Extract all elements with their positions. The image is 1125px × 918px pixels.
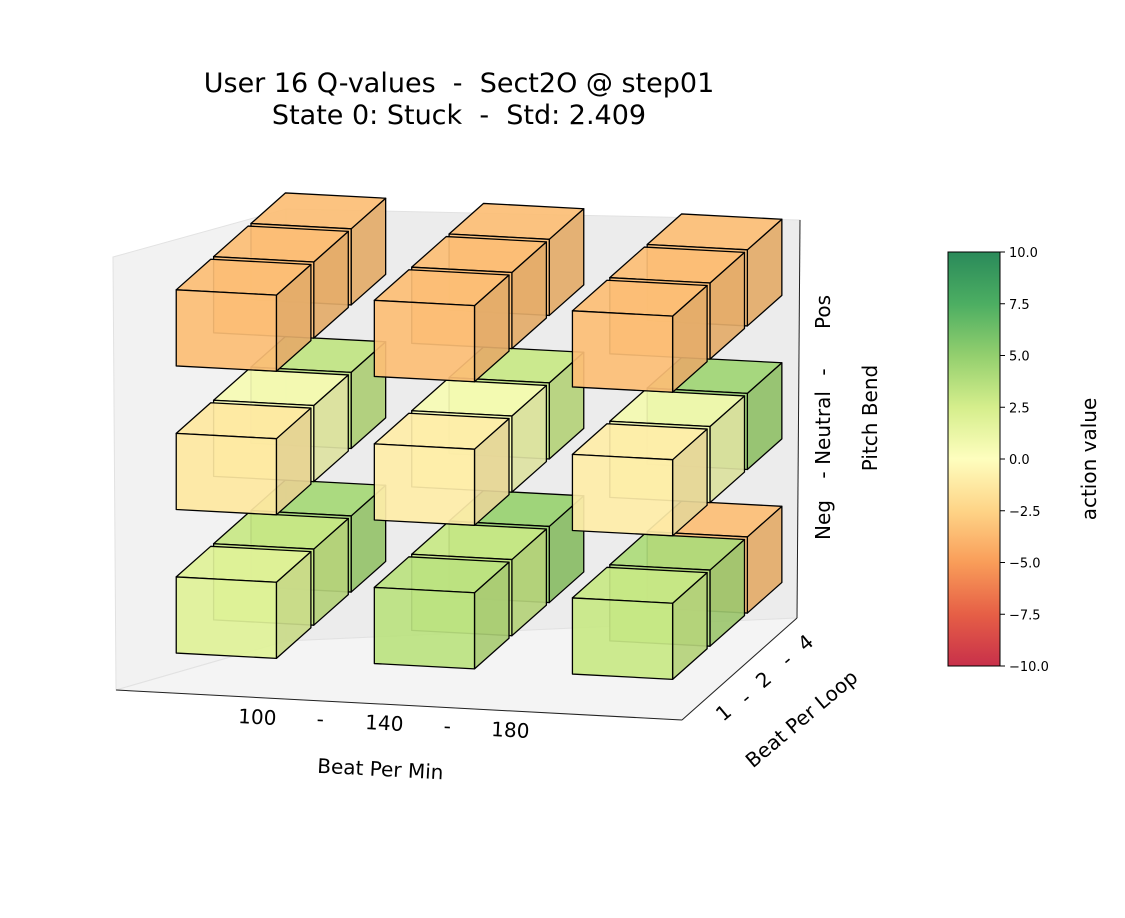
cube-front-face <box>571 453 674 537</box>
z-axis-label: Pitch Bend <box>858 365 882 471</box>
z-axis-line <box>796 219 801 619</box>
z-tick-label: - <box>811 368 835 375</box>
cube-100-1-pos <box>175 258 312 372</box>
colorbar-tick-label: 0.0 <box>1009 453 1030 468</box>
cube-front-face <box>571 597 674 680</box>
cube-140-1-neg <box>373 556 510 670</box>
colorbar: action value 10.0 7.5 5.0 2.5 0.0 −2.5 −5.0 −7.… <box>947 246 1101 675</box>
cube-front-face <box>373 443 476 526</box>
colorbar-tick-label: −10.0 <box>1009 660 1049 675</box>
z-tick-label: Pos <box>811 295 835 329</box>
colorbar-tick-label: −7.5 <box>1009 608 1041 623</box>
z-axis: Pitch Bend Neg - Neutral - Pos <box>811 295 882 540</box>
x-tick-label: 180 <box>491 717 530 743</box>
chart-subtitle: State 0: Stuck - Std: 2.409 <box>271 100 647 131</box>
x-axis-label: Beat Per Min <box>317 754 444 785</box>
chart-title: User 16 Q-values - Sect2O @ step01 <box>203 68 715 99</box>
cube-100-1-neg <box>175 545 312 659</box>
cube-180-1-pos <box>571 279 708 393</box>
z-tick-label: Neg <box>811 500 835 540</box>
cube-front-face <box>373 299 476 383</box>
cube-100-1-neutral <box>175 402 312 516</box>
cube-front-face <box>175 289 278 372</box>
cube-front-face <box>175 576 278 659</box>
cube-140-1-neutral <box>373 412 510 526</box>
x-tick-label: - <box>443 714 451 738</box>
colorbar-label: action value <box>1077 398 1101 521</box>
colorbar-tick-label: −2.5 <box>1009 505 1041 520</box>
x-tick-label: 100 <box>238 704 277 730</box>
y-tick-label: - <box>735 686 756 709</box>
colorbar-tick-label: 2.5 <box>1009 401 1030 416</box>
colorbar-tick-label: 7.5 <box>1009 298 1030 313</box>
colorbar-tick-label: −5.0 <box>1009 557 1041 572</box>
colorbar-gradient <box>947 251 1001 667</box>
colorbar-tick-label: 10.0 <box>1009 246 1038 261</box>
cube-140-1-pos <box>373 269 510 383</box>
cube-layer <box>175 192 783 680</box>
z-tick-label: Neutral <box>811 391 835 465</box>
x-axis-line <box>115 689 683 721</box>
cube-front-face <box>571 310 674 393</box>
z-tick-label: - <box>811 471 835 478</box>
y-tick-label: 1 <box>711 699 736 726</box>
y-tick-label: - <box>776 648 797 671</box>
cube-180-1-neutral <box>571 423 708 537</box>
y-tick-label: 2 <box>751 666 776 693</box>
cube-180-1-neg <box>571 566 708 680</box>
x-axis: Beat Per Min 100 - 140 - 180 <box>238 704 530 784</box>
y-tick-label: 4 <box>793 629 818 656</box>
cube-front-face <box>175 432 278 516</box>
x-tick-label: - <box>316 707 324 731</box>
x-tick-label: 140 <box>365 710 404 736</box>
y-axis-line <box>681 617 798 721</box>
cube-front-face <box>373 586 476 670</box>
colorbar-tick-label: 5.0 <box>1009 350 1030 365</box>
